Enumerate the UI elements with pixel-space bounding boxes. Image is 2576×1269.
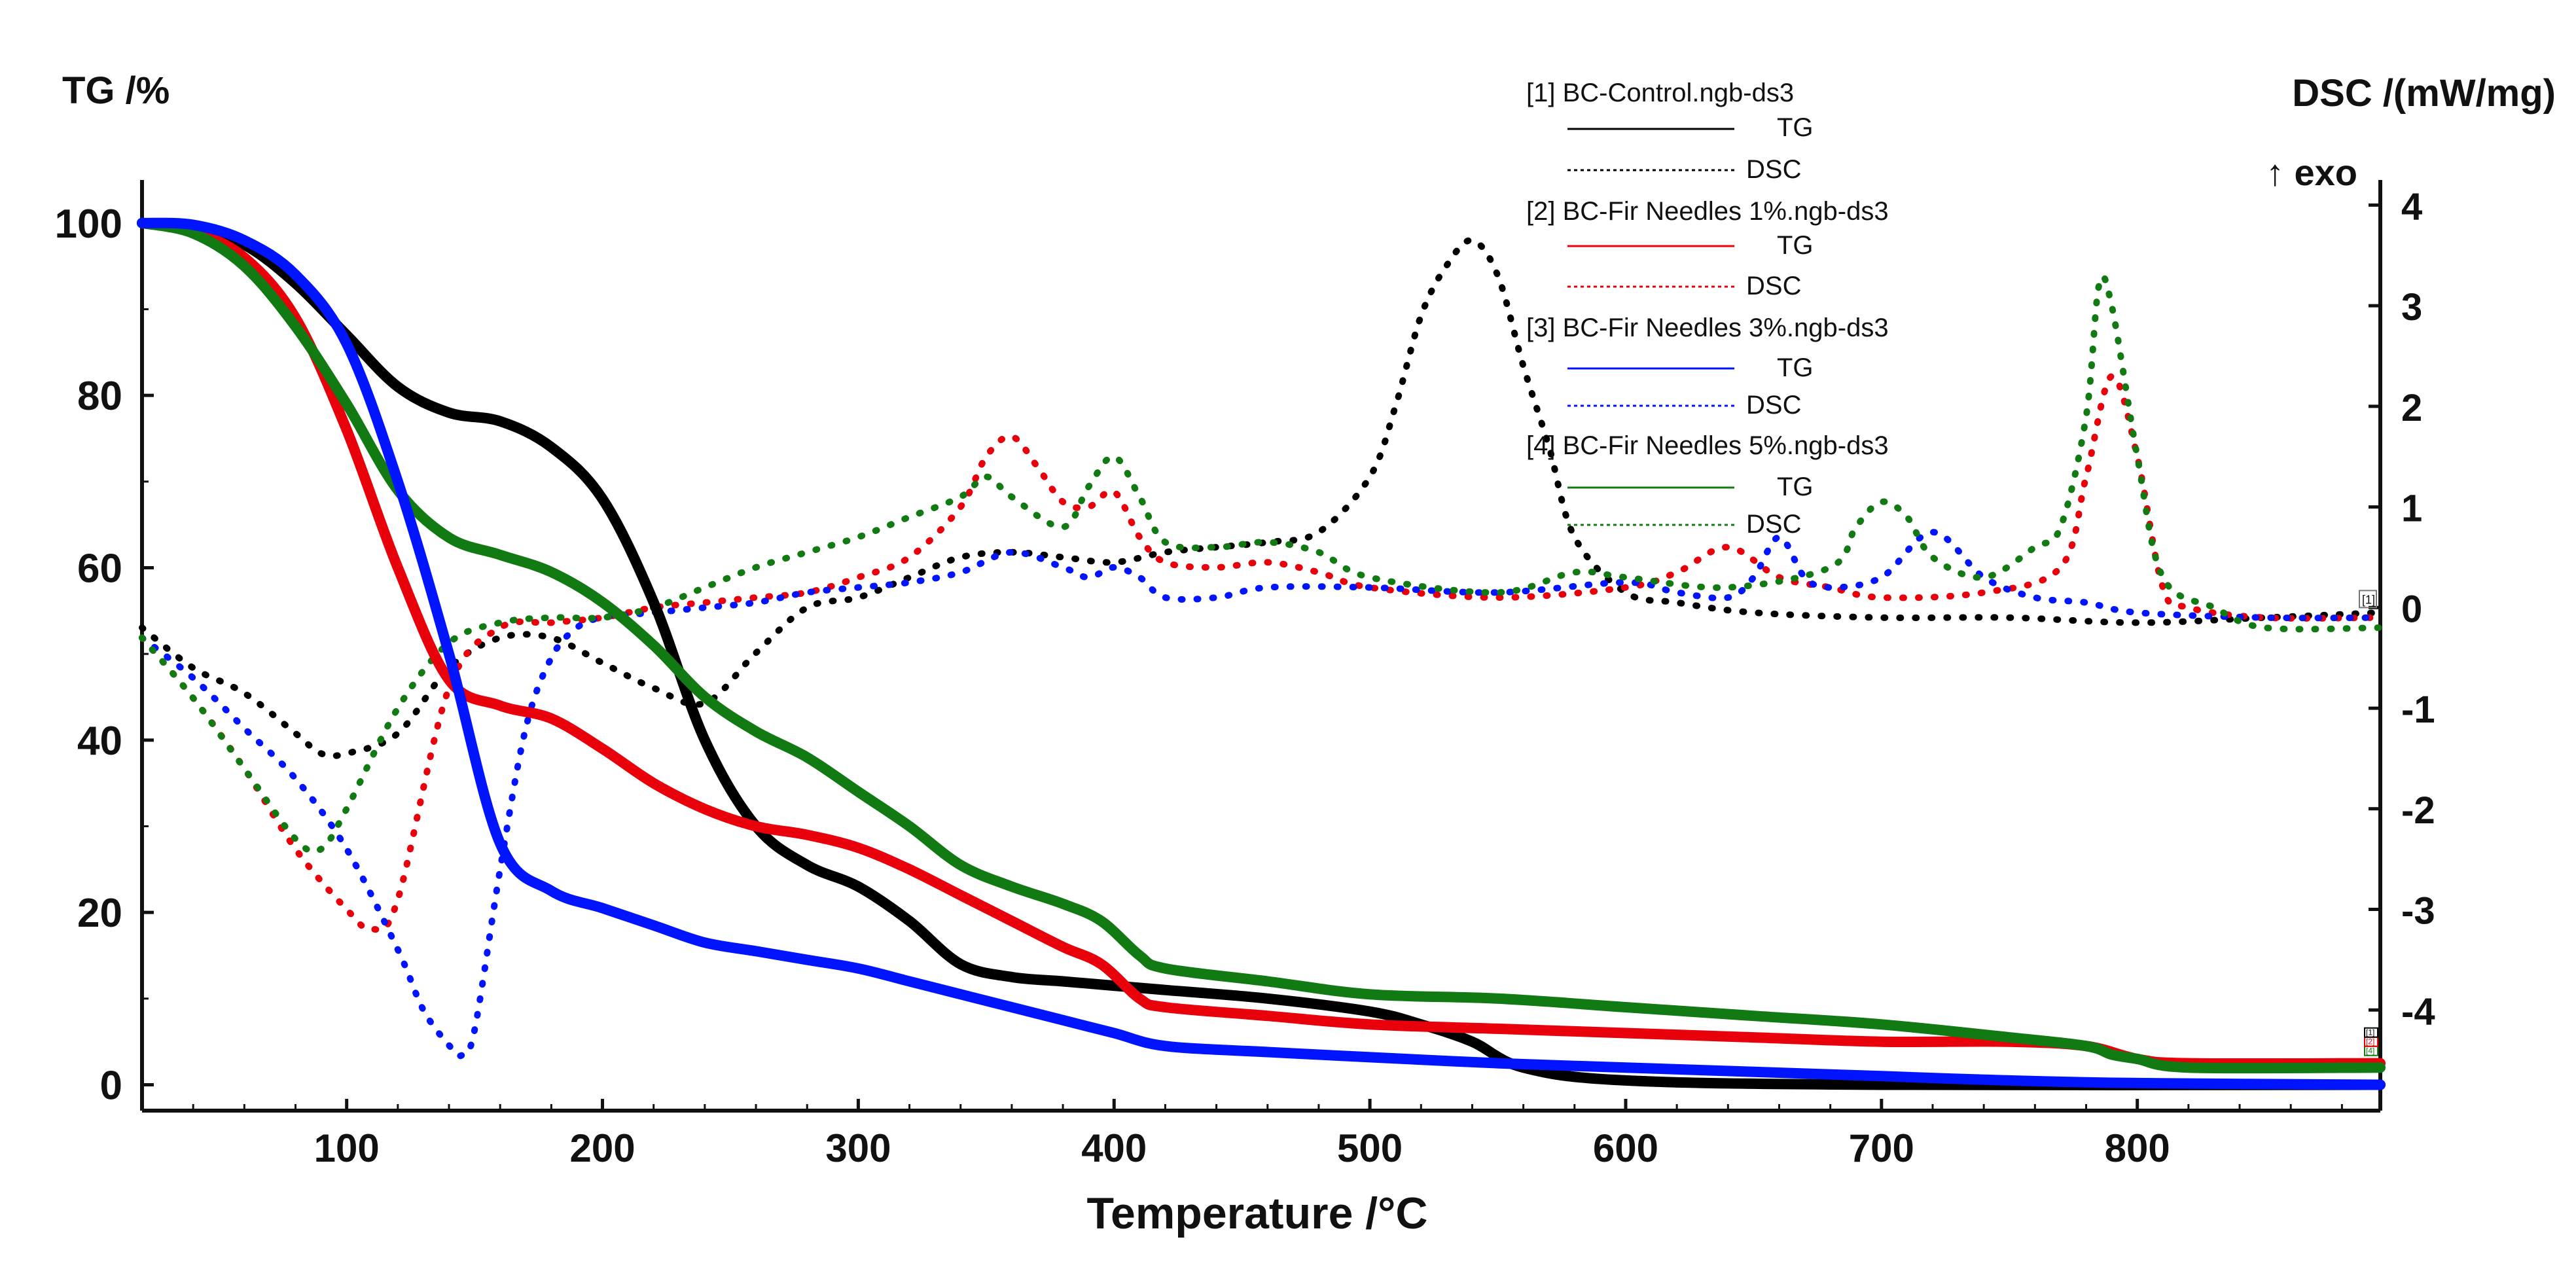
y-tick-label: 80 (77, 374, 122, 419)
y2-tick-label: -1 (2401, 688, 2435, 731)
tg-end-marker: [1] (2366, 1028, 2374, 1037)
legend-series-4-name: [4] BC-Fir Needles 5%.ngb-ds3 (1526, 431, 1889, 460)
tg-end-marker-box (2364, 1027, 2378, 1038)
legend-series-4-dsc-label: DSC (1746, 510, 1801, 539)
dsc-curve-series-4 (139, 273, 2384, 855)
tg-curve-series-3 (137, 217, 2386, 1090)
y2-tick-label: 1 (2401, 488, 2422, 530)
y-axis-left-title: TG /% (62, 69, 170, 112)
x-axis-ticks: 100 200 300 400 500 600 700 800 (192, 1099, 2343, 1170)
legend-series-1-tg-label: TG (1777, 113, 1814, 142)
legend-series-3-tg-label: TG (1777, 353, 1814, 382)
dsc-curve-series-2 (139, 372, 2384, 933)
legend-series-2-tg-label: TG (1777, 231, 1814, 260)
x-tick-label: 600 (1593, 1126, 1658, 1170)
y2-tick-label: 2 (2401, 387, 2422, 429)
y-axis-right-title: DSC /(mW/mg) (2292, 72, 2556, 115)
x-tick-label: 800 (2105, 1126, 2170, 1170)
x-tick-label: 400 (1081, 1126, 1147, 1170)
y-axis-right-ticks: 4 3 2 1 0 -1 -2 -3 -4 (2369, 185, 2435, 1033)
series-layer (137, 217, 2386, 1090)
legend: [1] BC-Control.ngb-ds3 TG DSC [2] BC-Fir… (1526, 79, 1889, 539)
y-tick-label: 100 (55, 202, 122, 247)
x-axis-title: Temperature /°C (1087, 1189, 1428, 1238)
x-tick-label: 300 (825, 1126, 891, 1170)
tg-end-marker: [2] (2366, 1037, 2374, 1046)
tg-curve-series-2 (137, 217, 2386, 1069)
y2-tick-label: -4 (2401, 990, 2435, 1033)
tg-curve-series-4 (137, 217, 2386, 1074)
dsc-curve-series-3 (139, 529, 2384, 1060)
x-tick-label: 200 (569, 1126, 635, 1170)
y2-tick-label: 3 (2401, 286, 2422, 329)
y-tick-label: 40 (77, 719, 122, 764)
legend-series-3-dsc-label: DSC (1746, 391, 1801, 420)
y-tick-label: 0 (100, 1063, 122, 1109)
legend-series-4-tg-label: TG (1777, 473, 1814, 501)
legend-series-3-name: [3] BC-Fir Needles 3%.ngb-ds3 (1526, 313, 1889, 342)
y-axis-left-ticks: 0 20 40 60 80 100 (55, 202, 154, 1109)
x-tick-label: 700 (1849, 1126, 1914, 1170)
legend-series-2-name: [2] BC-Fir Needles 1%.ngb-ds3 (1526, 197, 1889, 226)
tg-end-marker: [4] (2366, 1046, 2374, 1056)
y-tick-label: 60 (77, 546, 122, 592)
y-tick-label: 20 (77, 891, 122, 936)
tg-curve-series-1 (137, 217, 2386, 1090)
y2-tick-label: 0 (2401, 588, 2422, 630)
legend-series-2-dsc-label: DSC (1746, 272, 1801, 300)
exo-direction-note: ↑ exo (2266, 152, 2357, 193)
dsc-end-marker-box (2359, 590, 2377, 609)
y2-tick-label: -2 (2401, 789, 2435, 832)
legend-series-1-name: [1] BC-Control.ngb-ds3 (1526, 79, 1794, 107)
legend-series-1-dsc-label: DSC (1746, 155, 1801, 184)
dsc-end-marker: [1] (2362, 593, 2375, 606)
x-tick-label: 100 (314, 1126, 380, 1170)
y2-tick-label: -3 (2401, 890, 2435, 933)
x-tick-label: 500 (1337, 1126, 1403, 1170)
curve-end-markers: [1][4][2][1] (2359, 590, 2378, 1056)
y2-tick-label: 4 (2401, 185, 2422, 228)
